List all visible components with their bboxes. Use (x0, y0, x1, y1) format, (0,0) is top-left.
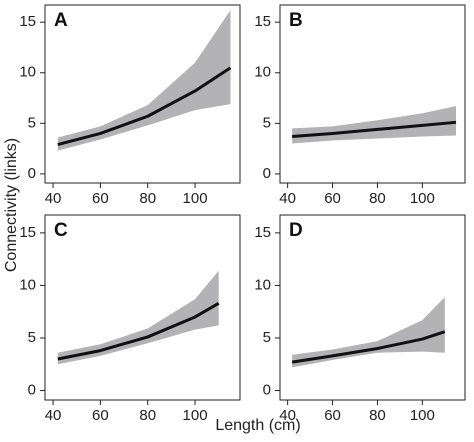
y-tick-label: 15 (254, 13, 271, 30)
panel-label: C (54, 220, 68, 241)
y-tick-label: 0 (28, 382, 36, 399)
x-tick-label: 40 (45, 190, 62, 207)
confidence-band (292, 296, 445, 368)
x-tick-label: 80 (369, 190, 386, 207)
x-tick-label: 40 (279, 190, 296, 207)
y-tick-label: 0 (28, 165, 36, 182)
confidence-band (57, 10, 231, 151)
panel-frame (279, 214, 466, 401)
fit-line (57, 66, 232, 147)
y-tick-label: 15 (19, 224, 36, 241)
x-tick-label: 80 (139, 190, 156, 207)
x-tick-label: 100 (410, 407, 435, 424)
y-axis-title: Connectivity (links) (3, 138, 20, 272)
y-tick-label: 10 (254, 276, 271, 293)
x-tick-label: 100 (410, 190, 435, 207)
panel-label: D (289, 220, 303, 241)
panel-frame (44, 214, 241, 401)
x-tick-label: 100 (183, 407, 208, 424)
panel-frame (279, 4, 466, 184)
x-tick-label: 80 (369, 407, 386, 424)
panel-label: A (54, 10, 68, 31)
x-tick-label: 40 (45, 407, 62, 424)
fit-line (57, 301, 220, 361)
y-tick-label: 15 (254, 224, 271, 241)
y-tick-label: 5 (28, 329, 36, 346)
y-tick-label: 0 (263, 165, 271, 182)
y-tick-label: 10 (254, 64, 271, 81)
y-tick-label: 5 (263, 114, 271, 131)
panel-label: B (289, 10, 303, 31)
x-tick-label: 60 (324, 407, 341, 424)
y-tick-label: 10 (19, 64, 36, 81)
x-tick-label: 60 (92, 407, 109, 424)
x-tick-label: 40 (279, 407, 296, 424)
x-axis-title: Length (cm) (215, 417, 300, 434)
x-tick-label: 60 (324, 190, 341, 207)
y-tick-label: 10 (19, 276, 36, 293)
x-tick-label: 60 (92, 190, 109, 207)
fit-line (292, 120, 457, 138)
fit-line (291, 330, 446, 364)
panel-frame (44, 4, 241, 184)
y-tick-label: 0 (263, 382, 271, 399)
y-tick-label: 5 (28, 114, 36, 131)
x-tick-label: 100 (183, 190, 208, 207)
x-tick-label: 80 (139, 407, 156, 424)
y-tick-label: 15 (19, 13, 36, 30)
y-tick-label: 5 (263, 329, 271, 346)
